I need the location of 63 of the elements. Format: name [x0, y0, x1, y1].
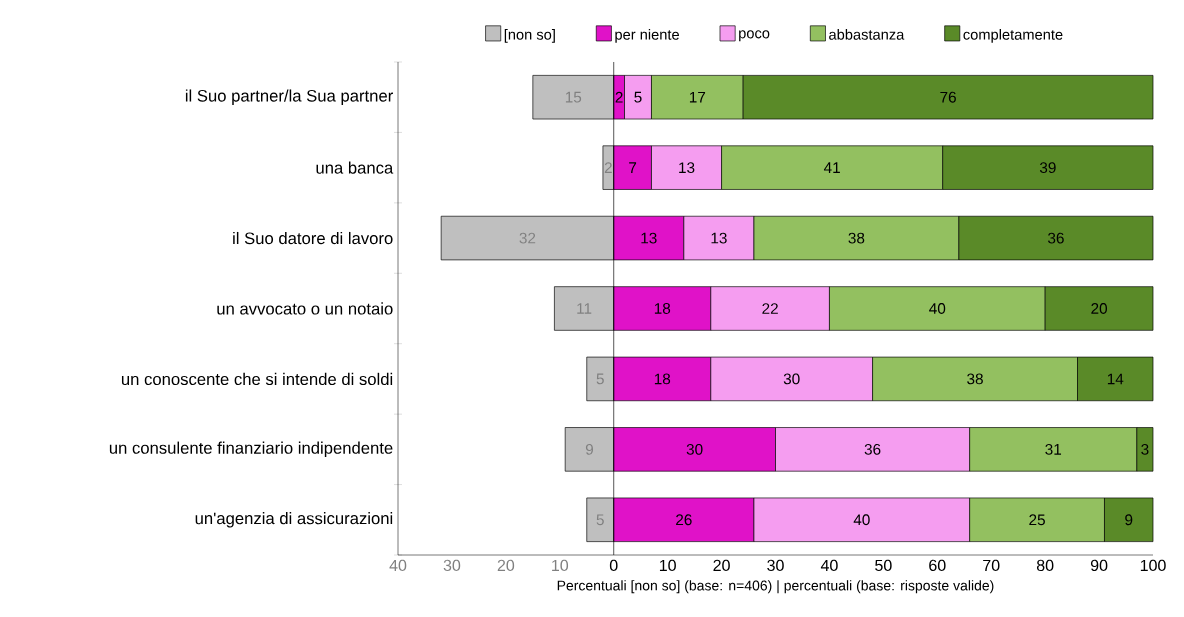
data-label: 5 [634, 91, 642, 103]
x-tick-label: 70 [983, 559, 1000, 572]
y-tick-label: un'agenzia di assicurazioni [195, 512, 393, 528]
data-label: 11 [577, 303, 592, 314]
x-tick-label: 40 [389, 559, 407, 572]
data-label: 9 [1125, 514, 1133, 526]
y-tick-label: un avvocato o un notaio [217, 302, 393, 315]
legend-label: completamente [963, 28, 1063, 43]
legend-label: per niente [615, 28, 679, 43]
x-tick-label: 90 [1090, 559, 1108, 572]
data-label: 41 [823, 162, 840, 173]
data-label: 2 [615, 91, 623, 103]
data-label: 5 [596, 514, 604, 526]
x-tick-label: 10 [552, 559, 569, 572]
x-tick-label: 30 [767, 559, 784, 572]
data-label: 18 [654, 303, 671, 314]
y-tick-label: il Suo partner/la Sua partner [185, 89, 393, 105]
data-label: 13 [711, 232, 727, 244]
x-tick-label: 80 [1036, 559, 1054, 572]
legend-label: [non so] [504, 28, 555, 43]
data-label: 18 [654, 373, 671, 385]
x-tick-label: 0 [609, 559, 618, 572]
data-label: 30 [686, 443, 703, 455]
x-tick-label: 40 [820, 559, 838, 572]
data-label: 40 [853, 514, 870, 526]
data-label: 13 [679, 162, 695, 174]
data-label: 13 [641, 232, 657, 244]
data-label: 39 [1039, 162, 1056, 174]
data-label: 25 [1029, 514, 1045, 526]
legend-label: poco [739, 30, 770, 42]
data-label: 3 [1141, 443, 1149, 455]
data-label: 15 [565, 91, 582, 103]
x-tick-label: 20 [713, 559, 730, 572]
y-tick-label: una banca [316, 161, 394, 174]
data-label: 40 [929, 303, 946, 314]
data-label: 32 [519, 232, 536, 244]
x-tick-label: 100 [1140, 559, 1166, 572]
x-tick-label: 10 [659, 559, 676, 572]
data-label: 26 [676, 514, 692, 526]
data-label: 22 [762, 303, 778, 314]
data-label: 36 [864, 443, 881, 455]
data-label: 5 [596, 373, 604, 385]
data-label: 14 [1107, 373, 1124, 385]
x-tick-label: 50 [875, 559, 892, 572]
data-label: 7 [629, 162, 637, 173]
data-label: 38 [967, 373, 983, 385]
x-tick-label: 20 [497, 559, 515, 572]
data-label: 38 [848, 232, 865, 244]
x-tick-label: 60 [929, 559, 946, 572]
data-label: 17 [689, 91, 706, 103]
data-label: 31 [1045, 443, 1062, 455]
data-label: 20 [1091, 303, 1108, 314]
x-axis-title: Percentuali [non so] (base: n=406) | percentuali (base: risposte valide) [557, 580, 994, 594]
y-tick-label: un conoscente che si intende di soldi [121, 372, 393, 386]
data-label: 9 [585, 443, 593, 455]
data-label: 76 [940, 91, 956, 103]
x-tick-label: 30 [443, 559, 461, 572]
legend-label: abbastanza [829, 28, 905, 40]
y-tick-label: il Suo datore di lavoro [233, 231, 393, 245]
data-label: 36 [1048, 232, 1064, 244]
y-tick-label: un consulente finanziario indipendente [109, 441, 393, 458]
data-label: 2 [604, 162, 612, 173]
data-label: 30 [783, 373, 800, 385]
